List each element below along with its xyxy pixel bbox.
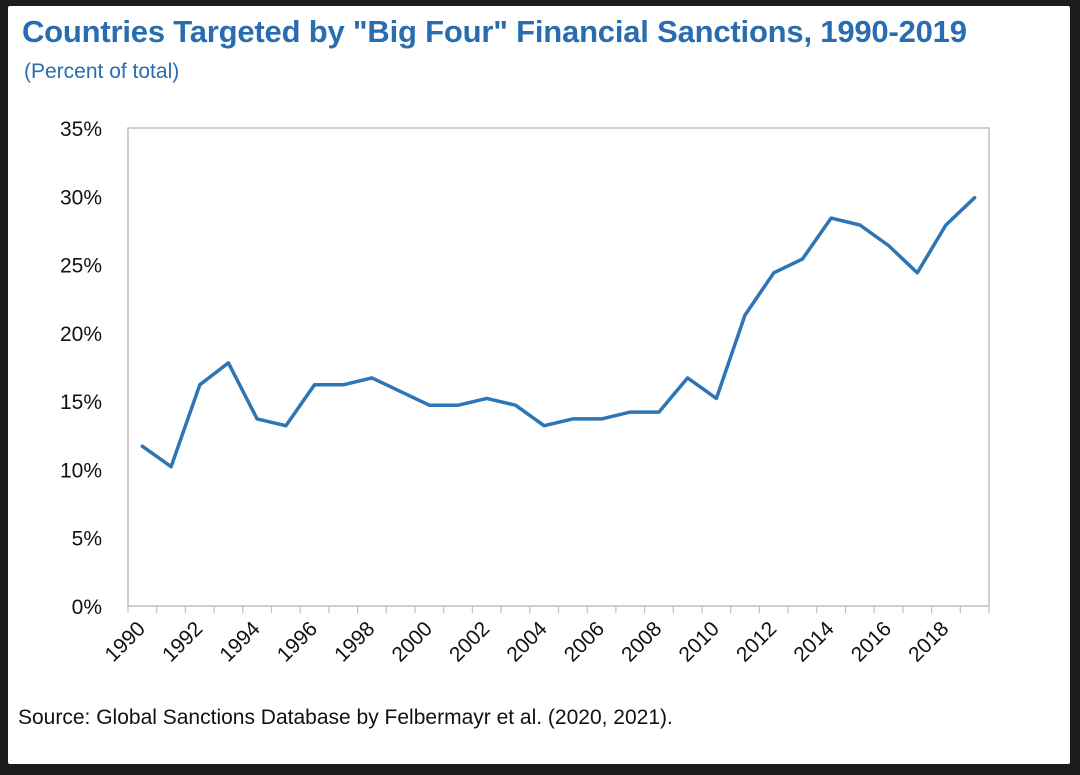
chart-source: Source: Global Sanctions Database by Fel… — [18, 706, 673, 729]
chart-card — [8, 6, 1070, 764]
y-axis: 0% 5% 10% 15% 20% 25% 30% 35% — [60, 118, 102, 619]
chart-title: Countries Targeted by "Big Four" Financi… — [22, 14, 967, 49]
x-tick-label: 1996 — [273, 617, 322, 666]
x-tick-label: 2018 — [904, 617, 953, 666]
y-tick-label: 25% — [60, 255, 102, 278]
x-tick-label: 1994 — [215, 617, 265, 667]
y-tick-label: 10% — [60, 459, 102, 482]
x-tick-label: 2000 — [388, 617, 437, 666]
y-tick-label: 35% — [60, 118, 102, 141]
x-tick-label: 2012 — [732, 617, 781, 666]
x-tick-label: 2010 — [675, 617, 724, 666]
x-tick-label: 1990 — [101, 617, 150, 666]
x-tick-label: 2016 — [847, 617, 896, 666]
x-tick-label: 1992 — [158, 617, 207, 666]
y-tick-label: 30% — [60, 186, 102, 209]
x-axis: 1990 1992 1994 1996 1998 2000 2002 2004 2006 2008… — [101, 606, 990, 667]
x-tick-label: 2014 — [789, 617, 839, 667]
x-tick-label: 2004 — [502, 617, 552, 667]
chart-subtitle: (Percent of total) — [24, 60, 180, 83]
series-line — [140, 195, 977, 469]
x-tick-label: 2006 — [560, 617, 609, 666]
y-tick-label: 5% — [72, 528, 102, 551]
y-tick-label: 15% — [60, 391, 102, 414]
y-tick-label: 20% — [60, 323, 102, 346]
x-tick-label: 1998 — [330, 617, 379, 666]
x-tick-label: 2002 — [445, 617, 494, 666]
y-tick-label: 0% — [72, 596, 102, 619]
x-tick-label: 2008 — [617, 617, 666, 666]
plot-area — [127, 127, 990, 607]
